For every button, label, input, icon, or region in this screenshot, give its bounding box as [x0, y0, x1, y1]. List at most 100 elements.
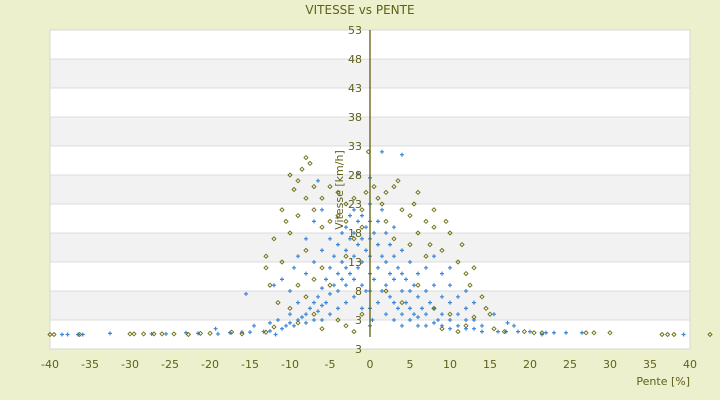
data-point: [432, 254, 436, 259]
data-point: [448, 265, 452, 270]
data-point: [296, 254, 300, 259]
data-point: [407, 241, 413, 248]
data-point: [400, 323, 404, 328]
data-point: [383, 288, 389, 294]
data-point: [328, 291, 332, 296]
y-tick-label: 13: [348, 256, 362, 269]
data-point: [432, 306, 436, 311]
data-point: [411, 201, 417, 207]
data-point: [279, 259, 285, 265]
x-tick-label: 10: [443, 358, 457, 371]
data-point: [263, 253, 269, 259]
data-point: [440, 294, 444, 299]
data-point: [328, 265, 332, 270]
data-point: [343, 323, 349, 329]
data-point: [171, 331, 177, 337]
data-point: [420, 306, 424, 311]
data-point: [348, 213, 352, 218]
data-point: [370, 318, 375, 322]
data-point: [384, 312, 388, 317]
data-point: [463, 323, 469, 329]
data-point: [76, 331, 83, 338]
data-point: [659, 331, 665, 338]
data-point: [363, 189, 369, 196]
data-point: [127, 331, 133, 337]
data-point: [531, 330, 537, 336]
data-point: [359, 224, 365, 230]
data-point: [272, 283, 276, 288]
data-point: [707, 331, 713, 338]
x-tick-label: 35: [643, 358, 657, 371]
data-point: [207, 330, 213, 336]
data-point: [464, 289, 468, 293]
x-tick-label: -5: [325, 358, 336, 371]
data-point: [300, 315, 304, 320]
data-point: [388, 242, 392, 247]
data-point: [380, 207, 384, 212]
data-point: [447, 230, 453, 236]
x-tick-label: 30: [603, 358, 617, 371]
data-point: [292, 323, 296, 328]
data-point: [268, 320, 272, 325]
data-point: [197, 330, 204, 336]
data-point: [291, 186, 297, 193]
data-point: [408, 306, 412, 311]
x-tick-label: -25: [161, 358, 179, 371]
data-point: [432, 320, 436, 325]
data-point: [324, 300, 328, 305]
x-tick-label: 0: [367, 358, 374, 371]
data-point: [400, 271, 404, 276]
x-tick-label: 40: [683, 358, 697, 371]
data-point: [288, 320, 292, 325]
data-point: [416, 271, 420, 276]
data-point: [380, 289, 384, 293]
data-point: [287, 230, 293, 236]
data-point: [416, 294, 420, 299]
data-point: [352, 231, 356, 235]
data-point: [273, 332, 278, 337]
y-tick-label: 33: [348, 140, 362, 153]
y-tick-label: 18: [348, 227, 362, 240]
data-point: [539, 330, 545, 336]
data-point: [316, 294, 320, 299]
data-point: [448, 318, 452, 322]
data-point: [320, 248, 324, 253]
data-point: [376, 265, 380, 270]
data-point: [311, 207, 317, 213]
data-point: [304, 320, 308, 325]
data-point: [311, 276, 317, 283]
y-tick-label: 48: [348, 53, 362, 66]
data-point: [275, 299, 281, 306]
y-tick-label: 8: [355, 285, 362, 298]
data-point: [299, 166, 305, 172]
data-point: [456, 312, 460, 317]
data-point: [304, 312, 308, 317]
data-point: [376, 300, 380, 305]
data-point: [583, 330, 589, 336]
data-point: [607, 330, 613, 336]
data-point: [487, 311, 493, 317]
data-point: [65, 332, 70, 337]
data-point: [244, 291, 248, 296]
data-point: [383, 218, 389, 225]
data-point: [416, 323, 420, 328]
data-point: [311, 183, 317, 190]
data-point: [320, 207, 324, 212]
data-point: [424, 323, 428, 328]
data-point: [351, 328, 357, 335]
data-point: [424, 312, 428, 317]
data-point: [287, 305, 293, 312]
data-point: [356, 171, 360, 176]
data-point: [472, 300, 476, 305]
data-point: [455, 259, 461, 265]
data-point: [360, 283, 364, 288]
data-point: [552, 330, 556, 335]
x-axis-ticks: -40 -35 -30 -25 -20 -15 -10 -5 0 5 10 15 20 25 30 35 40: [41, 358, 697, 371]
data-point: [439, 326, 445, 332]
data-point: [412, 312, 416, 317]
data-point: [303, 195, 309, 201]
data-point: [664, 331, 671, 338]
data-point: [440, 271, 444, 276]
y-tick-label: 3: [355, 314, 362, 327]
x-tick-label: 20: [523, 358, 537, 371]
